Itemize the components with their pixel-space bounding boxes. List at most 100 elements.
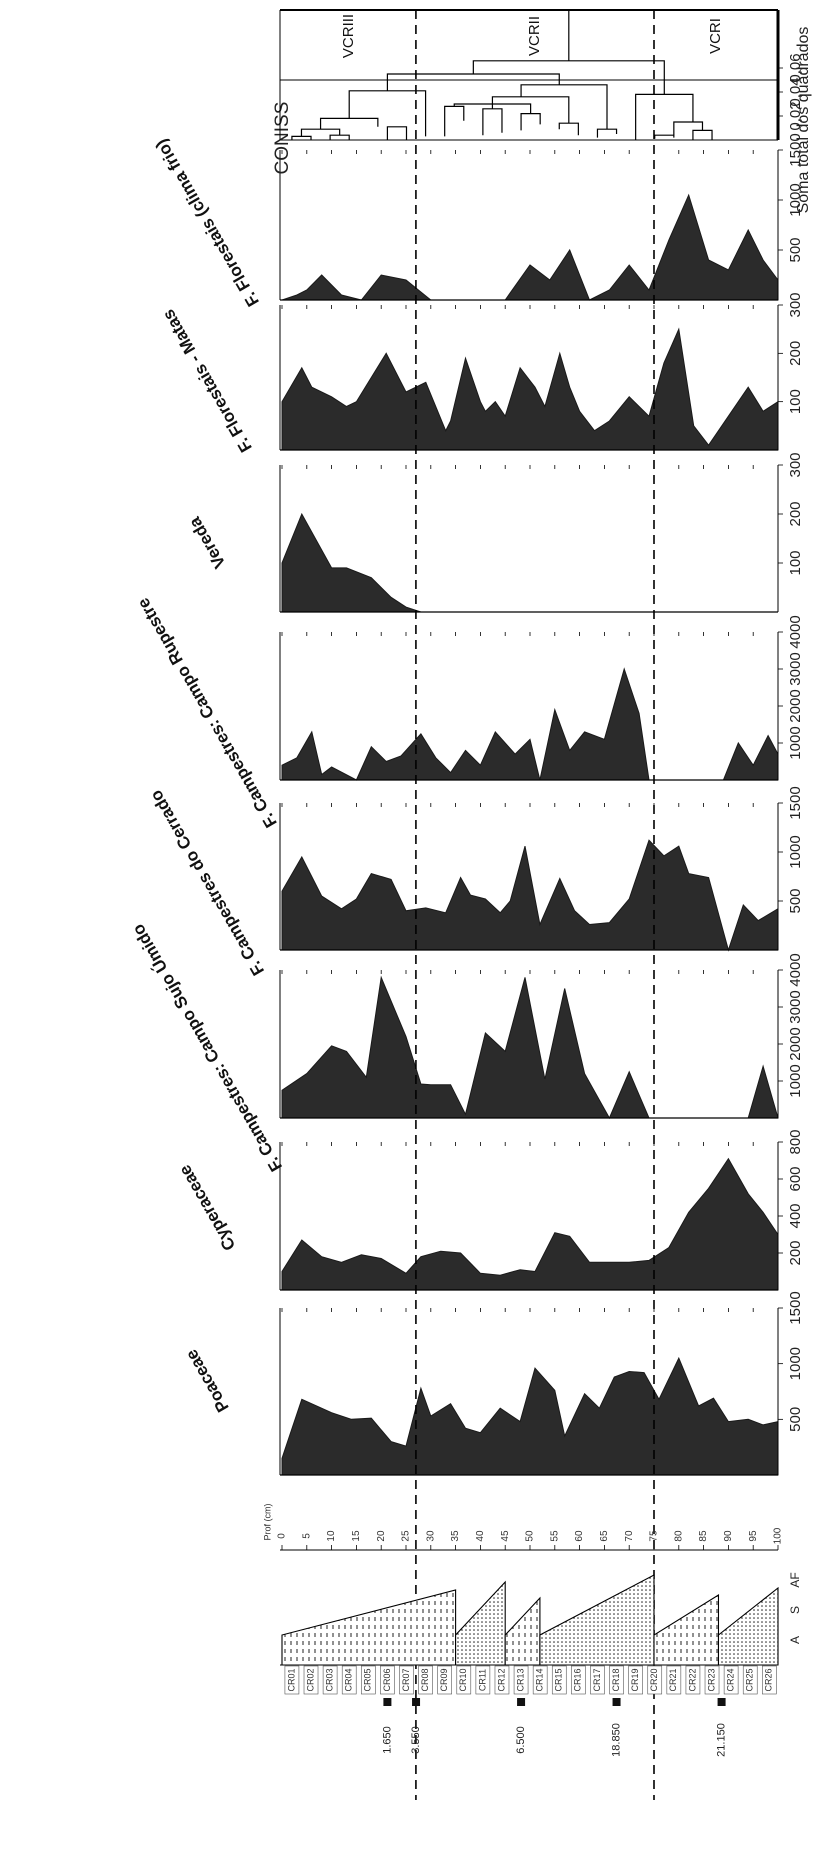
panel-6-value-tick-label: 300 — [787, 452, 804, 477]
coniss-title: CONISS — [272, 102, 293, 175]
sample-box — [704, 1665, 720, 1695]
panel-5-area — [281, 667, 779, 781]
panel-5-value-tick-label: 2000 — [787, 689, 804, 722]
coniss-branch — [491, 96, 570, 124]
sample-label: CR22 — [687, 1668, 697, 1691]
depth-tick-label: 0 — [277, 1533, 288, 1539]
panel-1-value-tick-label: 500 — [787, 1407, 804, 1432]
date-label: 1.650 — [381, 1726, 393, 1754]
panel-7-area — [281, 327, 779, 451]
sample-box — [551, 1665, 567, 1695]
sample-box — [685, 1665, 701, 1695]
lithology-unit-4 — [539, 1574, 655, 1666]
depth-tick-label: 85 — [698, 1530, 709, 1542]
sample-box — [456, 1665, 472, 1695]
sample-label: CR05 — [363, 1668, 373, 1691]
sample-box — [361, 1665, 376, 1695]
depth-tick-label: 40 — [475, 1530, 486, 1542]
lithology-unit-1 — [281, 1589, 457, 1666]
sample-box — [513, 1665, 529, 1695]
panel-3-value-tick-label: 3000 — [787, 990, 804, 1023]
sample-box — [418, 1665, 433, 1695]
coniss-axis-label: Soma total dos quadrados — [795, 27, 812, 214]
panel-2-value-tick-label: 400 — [787, 1203, 804, 1228]
panel-8-area — [281, 193, 779, 301]
panel-6-area — [281, 512, 431, 613]
date-marker — [383, 1698, 392, 1706]
depth-tick-label: 50 — [525, 1530, 536, 1542]
panel-1-value-tick-label: 1500 — [787, 1291, 804, 1324]
lithology-column-label: AF — [788, 1572, 802, 1587]
sample-label: CR19 — [630, 1668, 640, 1691]
panel-4-area — [281, 839, 779, 952]
panel-3: 1000 2000 3000 4000 F. Campestres: Campo Suj… — [128, 921, 804, 1175]
depth-tick-label: 95 — [748, 1530, 759, 1542]
sample-label: CR02 — [305, 1668, 315, 1691]
depth-tick-label: 35 — [450, 1530, 461, 1542]
coniss-tick-label: 0,02 — [787, 101, 804, 130]
sample-box — [742, 1665, 758, 1695]
coniss-branch — [635, 93, 694, 140]
sample-label: CR01 — [286, 1668, 296, 1691]
coniss-branch — [472, 60, 665, 95]
panel-2-area — [281, 1157, 779, 1291]
panel-6: 100 200 300 Vereda — [185, 452, 804, 613]
sample-label: CR24 — [726, 1668, 736, 1691]
coniss-branch — [520, 113, 541, 131]
panel-8-value-tick-label: 500 — [787, 237, 804, 262]
sample-box — [609, 1665, 624, 1695]
panel-2-value-tick-label: 800 — [787, 1129, 804, 1154]
lithology-column-label: A — [788, 1636, 802, 1644]
sample-label: CR06 — [382, 1668, 392, 1691]
lithology-unit-3 — [504, 1596, 541, 1666]
date-marker — [412, 1698, 421, 1706]
sample-label: CR20 — [649, 1668, 659, 1691]
panel-4-value-tick-label: 500 — [787, 888, 804, 913]
depth-tick-label: 90 — [723, 1530, 734, 1542]
sample-box — [590, 1665, 605, 1695]
panel-3-area — [281, 975, 779, 1120]
panel-5-value-tick-label: 3000 — [787, 652, 804, 685]
panel-3-title: F. Campestres: Campo Sujo Úmido — [128, 921, 286, 1175]
sample-label: CR04 — [344, 1668, 354, 1691]
panel-7-value-tick-label: 200 — [787, 341, 804, 366]
zone-label-vcrii: VCRII — [526, 16, 543, 56]
depth-tick-label: 15 — [351, 1530, 362, 1542]
depth-tick-label: 100 — [773, 1527, 784, 1544]
coniss-branch — [386, 73, 560, 91]
panel-1-value-tick-label: 1000 — [787, 1347, 804, 1380]
depth-tick-label: 65 — [599, 1530, 610, 1542]
panel-4: 500 1000 1500 F. Campestres do Cerrado — [146, 786, 804, 978]
panel-4-value-tick-label: 1500 — [787, 786, 804, 819]
panel-7: 100 200 300 F. Florestais - Matas — [159, 292, 804, 455]
sample-box — [532, 1665, 548, 1695]
panel-7-value-tick-label: 100 — [787, 389, 804, 414]
depth-tick-label: 70 — [624, 1530, 635, 1542]
sample-box — [762, 1665, 777, 1695]
sample-label: CR12 — [496, 1668, 506, 1691]
coniss-branch — [596, 128, 618, 138]
depth-tick-label: 80 — [673, 1530, 684, 1542]
sample-label: CR08 — [420, 1668, 430, 1691]
panel-2-value-tick-label: 600 — [787, 1166, 804, 1191]
panel-2-title: Cyperaceae — [175, 1162, 239, 1254]
depth-tick-label: 60 — [574, 1530, 585, 1542]
sample-label: CR03 — [324, 1668, 334, 1691]
panel-3-value-tick-label: 1000 — [787, 1064, 804, 1097]
panel-7-value-tick-label: 300 — [787, 292, 804, 317]
date-label: 6.500 — [515, 1726, 527, 1754]
coniss-branch — [319, 117, 379, 130]
depth-tick-label: 5 — [301, 1533, 312, 1539]
depth-tick-label: 55 — [549, 1530, 560, 1542]
sample-label: CR10 — [458, 1668, 468, 1691]
sample-box — [437, 1665, 452, 1695]
panel-4-value-tick-label: 1000 — [787, 835, 804, 868]
zone-label-vcriii: VCRIII — [340, 14, 357, 58]
depth-axis-label: Prof (cm) — [262, 1503, 272, 1540]
date-label: 21.150 — [715, 1723, 727, 1757]
coniss-branch — [692, 129, 713, 140]
coniss-tick-label: 0,04 — [787, 77, 804, 106]
coniss-branch — [291, 135, 312, 140]
